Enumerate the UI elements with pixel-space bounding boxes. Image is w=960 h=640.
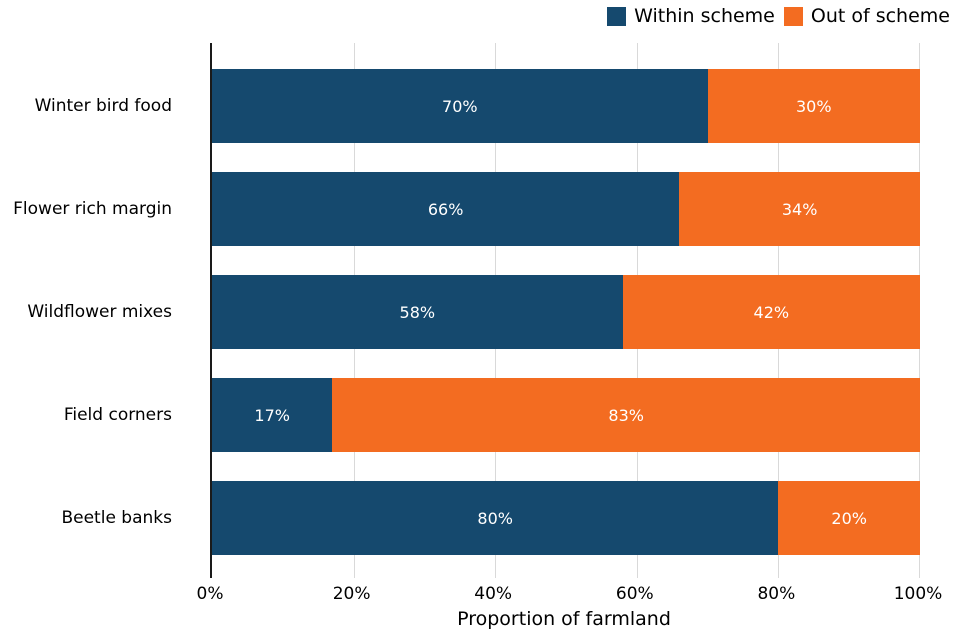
- bar-segment-out-of-scheme: 20%: [778, 481, 920, 555]
- x-tick-label: 80%: [757, 584, 796, 604]
- bar-segment-out-of-scheme: 30%: [707, 69, 920, 143]
- legend-label-within-scheme: Within scheme: [634, 5, 775, 27]
- x-axis: 0% 20% 40% 60% 80% 100%: [197, 584, 943, 606]
- x-tick-label: 100%: [893, 584, 943, 604]
- category-label: Field corners: [63, 405, 172, 425]
- bar-segment-out-of-scheme: 83%: [332, 378, 920, 452]
- category-label: Beetle banks: [61, 508, 172, 528]
- x-axis-title: Proportion of farmland: [457, 608, 671, 630]
- bar-segment-within-scheme: 80%: [212, 481, 779, 555]
- within-scheme-swatch-icon: [607, 7, 627, 26]
- bar-row: 70% 30%: [212, 69, 920, 143]
- legend-entry-within-scheme: Within scheme: [607, 7, 775, 26]
- bar-segment-within-scheme: 58%: [212, 275, 623, 349]
- bar-row: 58% 42%: [212, 275, 920, 349]
- bar-segment-within-scheme: 70%: [212, 69, 708, 143]
- x-tick-label: 60%: [615, 584, 654, 604]
- category-label: Wildflower mixes: [27, 302, 172, 322]
- bar-row: 17% 83%: [212, 378, 920, 452]
- bar-segment-within-scheme: 17%: [212, 378, 333, 452]
- legend-entry-out-of-scheme: Out of scheme: [783, 5, 950, 27]
- bar-row: 80% 20%: [212, 481, 920, 555]
- bar-row: 66% 34%: [212, 172, 920, 246]
- legend-label-out-of-scheme: Out of scheme: [810, 5, 950, 27]
- out-of-scheme-swatch-icon: [783, 7, 803, 26]
- legend: Within scheme Out of scheme: [607, 7, 950, 26]
- bar-segment-out-of-scheme: 34%: [679, 172, 920, 246]
- bar-segment-within-scheme: 66%: [212, 172, 680, 246]
- x-tick-label: 40%: [474, 584, 513, 604]
- plot-area: 70% 30% 66% 34% 58% 42% 17% 83% 80% 20%: [210, 43, 920, 578]
- bar-segment-out-of-scheme: 42%: [622, 275, 920, 349]
- category-label: Flower rich margin: [13, 199, 172, 219]
- category-label: Winter bird food: [34, 96, 172, 116]
- x-tick-label: 20%: [332, 584, 371, 604]
- x-tick-label: 0%: [196, 584, 224, 604]
